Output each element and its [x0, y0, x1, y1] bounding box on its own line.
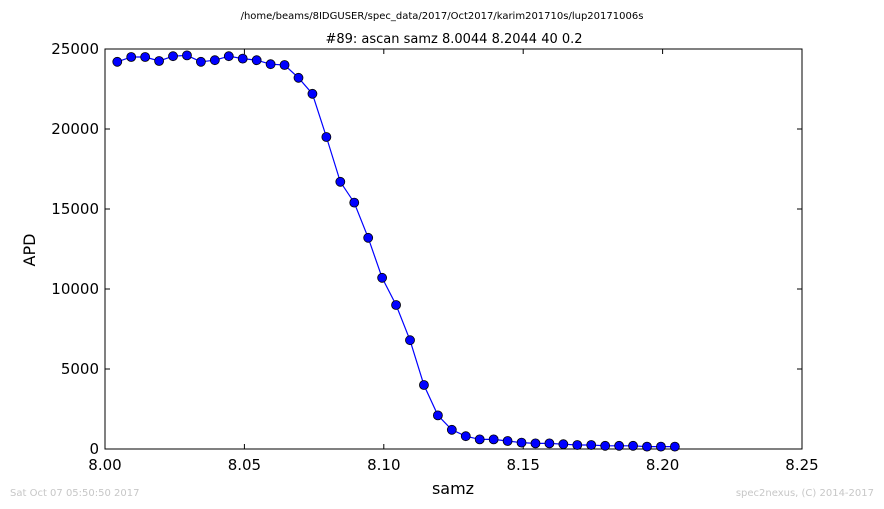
data-point [544, 438, 555, 449]
x-axis-label: samz [432, 479, 474, 498]
data-point [614, 440, 625, 451]
data-point [126, 52, 137, 62]
y-tick-label: 5000 [61, 360, 99, 378]
data-point [265, 59, 276, 70]
x-tick-label: 8.20 [646, 456, 679, 474]
data-point [279, 60, 290, 70]
data-point [642, 441, 652, 452]
data-point [446, 424, 457, 435]
data-point [196, 56, 206, 67]
y-tick-label: 25000 [51, 40, 99, 58]
footer-credit: spec2nexus, (C) 2014-2017 [735, 488, 874, 499]
data-point [572, 440, 583, 450]
data-point [321, 132, 332, 142]
data-point [669, 441, 680, 452]
data-point [488, 434, 499, 445]
data-point [474, 434, 485, 445]
data-point [293, 72, 304, 83]
data-point [391, 300, 401, 310]
data-point [251, 55, 262, 66]
data-point [516, 437, 527, 448]
y-tick-label: 0 [89, 440, 99, 458]
data-point [154, 56, 164, 66]
x-tick-label: 8.05 [228, 456, 261, 474]
data-point [223, 51, 234, 62]
x-tick-label: 8.10 [367, 456, 400, 474]
data-point [335, 176, 346, 187]
x-tick-label: 8.25 [785, 456, 818, 474]
chart-title: #89: ascan samz 8.0044 8.2044 40 0.2 [325, 32, 582, 47]
data-point [432, 410, 443, 421]
data-point [349, 197, 360, 208]
data-point [377, 272, 388, 283]
data-point [586, 440, 597, 450]
x-tick-label: 8.00 [88, 456, 121, 474]
data-point [209, 55, 220, 66]
y-tick-label: 15000 [51, 200, 99, 218]
data-point [502, 436, 513, 446]
data-point [530, 438, 541, 449]
data-point [656, 441, 666, 452]
data-point [112, 56, 123, 67]
data-point [558, 439, 569, 450]
footer-timestamp: Sat Oct 07 05:50:50 2017 [10, 488, 140, 499]
chart-suptitle: /home/beams/8IDGUSER/spec_data/2017/Oct2… [241, 11, 644, 22]
data-point [363, 232, 374, 243]
data-point [628, 440, 638, 451]
y-tick-label: 10000 [51, 280, 99, 298]
data-point [419, 380, 429, 390]
data-point [307, 88, 318, 99]
y-axis-label: APD [20, 234, 39, 267]
data-point [237, 53, 248, 64]
x-tick-label: 8.15 [506, 456, 539, 474]
data-point [460, 431, 471, 442]
data-point [600, 440, 611, 451]
data-point [168, 51, 178, 62]
series-layer [112, 50, 680, 452]
plot-frame [104, 48, 803, 450]
y-tick-label: 20000 [51, 120, 99, 138]
data-point [140, 52, 151, 62]
data-point [182, 50, 192, 61]
ticks-layer: 8.00 8.05 8.10 8.15 8.20 8.25 0 5000 10000 15000 2… [51, 40, 818, 474]
data-point [405, 335, 415, 346]
